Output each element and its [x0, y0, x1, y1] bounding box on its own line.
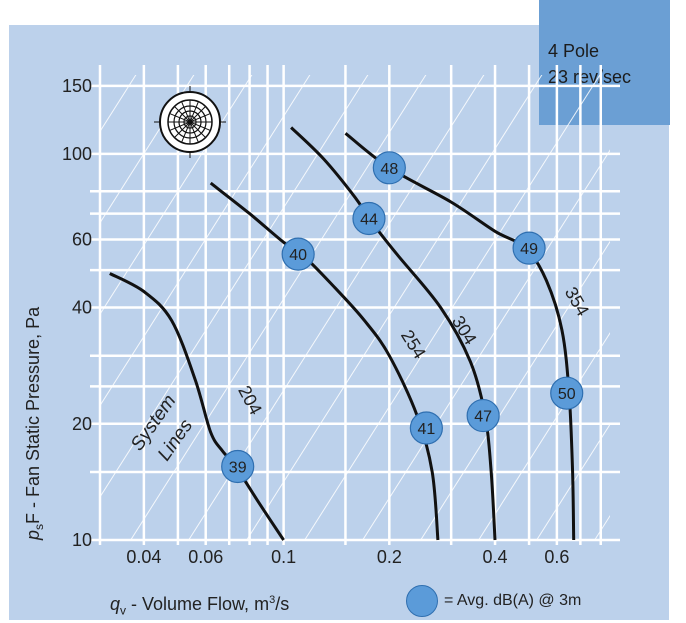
grid: [90, 65, 620, 545]
system-line: [100, 75, 137, 133]
system-line: [420, 240, 610, 540]
legend: = Avg. dB(A) @ 3m: [406, 585, 581, 617]
noise-marker: [372, 151, 406, 185]
noise-marker-label: 49: [520, 241, 538, 258]
y-tick-label: 20: [72, 414, 92, 434]
noise-marker: [466, 398, 500, 433]
fan-curve-304: [290, 126, 497, 541]
noise-marker: [221, 449, 255, 484]
y-tick-label: 10: [72, 530, 92, 550]
noise-marker-label: 39: [229, 459, 247, 476]
x-axis-title: qv - Volume Flow, m3/s: [110, 594, 290, 618]
x-tick-label: 0.04: [126, 547, 161, 567]
x-tick-label: 0.6: [544, 547, 569, 567]
noise-marker-label: 44: [360, 212, 378, 229]
curve-label-204: 204: [234, 382, 266, 418]
info-speed: 23 rev/sec: [548, 67, 632, 87]
system-line: [304, 75, 601, 540]
info-box: [539, 0, 670, 125]
system-line: [594, 514, 610, 540]
noise-markers: 39 40 41 44 47 48 49 50: [221, 151, 584, 484]
noise-marker: [550, 376, 584, 410]
y-tick-label: 150: [62, 76, 92, 96]
fan-curve-254: [209, 181, 440, 541]
noise-marker-label: 50: [558, 386, 576, 403]
info-pole: 4 Pole: [548, 41, 600, 61]
fan-curves: [109, 126, 576, 541]
noise-marker-label: 48: [380, 161, 398, 178]
curve-label-304: 304: [448, 312, 481, 348]
fan-curve-354: [344, 132, 576, 541]
legend-swatch-icon: [406, 585, 438, 617]
x-tick-label: 0.1: [271, 547, 296, 567]
fan-curve-204: [109, 272, 285, 541]
fan-icon: [154, 86, 226, 158]
system-line: [362, 149, 610, 540]
noise-marker-label: 41: [417, 421, 435, 438]
system-line: [536, 423, 610, 540]
legend-text: = Avg. dB(A) @ 3m: [444, 592, 582, 609]
x-tick-label: 0.2: [377, 547, 402, 567]
y-tick-label: 60: [72, 229, 92, 249]
x-axis-ticks: 0.04 0.06 0.1 0.2 0.4 0.6: [126, 547, 569, 567]
noise-marker: [512, 231, 546, 265]
x-tick-label: 0.06: [188, 547, 223, 567]
y-tick-label: 100: [62, 144, 92, 164]
noise-marker: [352, 201, 386, 236]
x-tick-label: 0.4: [483, 547, 508, 567]
y-axis-ticks: 10 20 40 60 100 150: [62, 76, 92, 550]
system-line: [478, 332, 610, 540]
system-line: [100, 75, 369, 498]
noise-marker: [281, 237, 315, 271]
info-text: 4 Pole 23 rev/sec: [548, 38, 631, 90]
y-tick-label: 40: [72, 298, 92, 318]
noise-marker-label: 40: [289, 247, 307, 264]
noise-marker: [409, 411, 443, 445]
system-line: [640, 40, 686, 560]
noise-marker-label: 47: [474, 409, 492, 426]
system-line: [246, 75, 543, 540]
curve-label-354: 354: [561, 284, 593, 320]
y-axis-title: psF - Fan Static Pressure, Pa: [23, 306, 46, 541]
system-line: [100, 75, 311, 407]
